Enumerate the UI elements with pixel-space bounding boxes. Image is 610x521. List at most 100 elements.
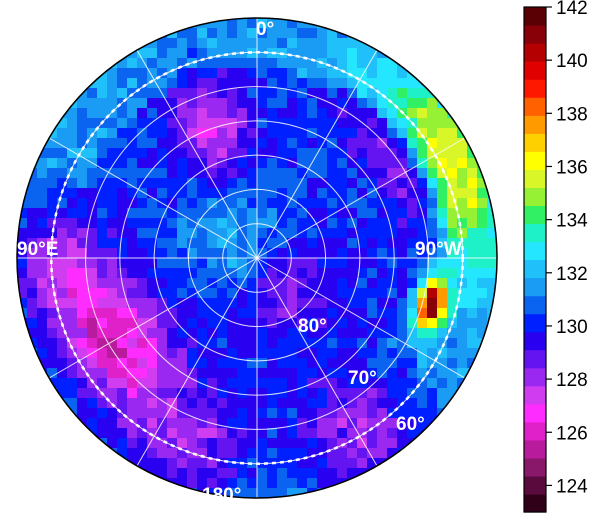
heatmap-cell bbox=[157, 128, 168, 139]
heatmap-cell bbox=[297, 278, 308, 289]
heatmap-cell bbox=[297, 438, 308, 449]
heatmap-cell bbox=[397, 338, 408, 349]
heatmap-cell bbox=[197, 318, 208, 329]
heatmap-cell bbox=[207, 218, 218, 229]
heatmap-cell bbox=[227, 408, 238, 419]
heatmap-cell bbox=[297, 38, 308, 49]
heatmap-cell bbox=[67, 398, 78, 409]
heatmap-cell bbox=[227, 108, 238, 119]
heatmap-cell bbox=[417, 378, 428, 389]
heatmap-cell bbox=[177, 488, 188, 498]
heatmap-cell bbox=[167, 368, 178, 379]
heatmap-cell bbox=[177, 148, 188, 159]
heatmap-cell bbox=[157, 468, 168, 479]
heatmap-cell bbox=[337, 448, 348, 459]
heatmap-cell bbox=[177, 448, 188, 459]
heatmap-cell bbox=[167, 158, 178, 169]
heatmap-cell bbox=[187, 368, 198, 379]
heatmap-cell bbox=[177, 68, 188, 79]
heatmap-cell bbox=[157, 338, 168, 349]
heatmap-cell bbox=[397, 368, 408, 379]
heatmap-cell bbox=[207, 98, 218, 109]
heatmap-cell bbox=[237, 288, 248, 299]
heatmap-cell bbox=[417, 328, 428, 339]
heatmap-cell bbox=[327, 28, 338, 39]
heatmap-cell bbox=[217, 48, 228, 59]
heatmap-cell bbox=[187, 288, 198, 299]
heatmap-cell bbox=[157, 418, 168, 429]
heatmap-cell bbox=[57, 358, 68, 369]
heatmap-cell bbox=[357, 318, 368, 329]
heatmap-cell bbox=[187, 438, 198, 449]
heatmap-cell bbox=[237, 298, 248, 309]
heatmap-cell bbox=[127, 218, 138, 229]
heatmap-cell bbox=[257, 398, 268, 409]
heatmap-cell bbox=[427, 138, 438, 149]
heatmap-cell bbox=[157, 108, 168, 119]
heatmap-cell bbox=[417, 98, 428, 109]
heatmap-cell bbox=[297, 348, 308, 359]
heatmap-cell bbox=[197, 478, 208, 489]
heatmap-cell bbox=[147, 478, 158, 489]
heatmap-cell bbox=[377, 98, 388, 109]
heatmap-cell bbox=[87, 358, 98, 369]
heatmap-cell bbox=[207, 478, 218, 489]
heatmap-cell bbox=[347, 328, 358, 339]
heatmap-cell bbox=[87, 178, 98, 189]
heatmap-cell bbox=[287, 278, 298, 289]
heatmap-cell bbox=[97, 418, 108, 429]
heatmap-cell bbox=[317, 478, 328, 489]
heatmap-cell bbox=[287, 18, 298, 29]
heatmap-cell bbox=[217, 68, 228, 79]
heatmap-cell bbox=[267, 308, 278, 319]
heatmap-cell bbox=[327, 398, 338, 409]
heatmap-cell bbox=[447, 378, 458, 389]
heatmap-cell bbox=[347, 358, 358, 369]
heatmap-cell bbox=[287, 148, 298, 159]
heatmap-cell bbox=[347, 468, 358, 479]
heatmap-cell bbox=[97, 108, 108, 119]
heatmap-cell bbox=[297, 48, 308, 59]
heatmap-cell bbox=[97, 348, 108, 359]
heatmap-cell bbox=[357, 428, 368, 439]
heatmap-cell bbox=[287, 328, 298, 339]
heatmap-cell bbox=[167, 208, 178, 219]
heatmap-cell bbox=[307, 218, 318, 229]
heatmap-cell bbox=[237, 328, 248, 339]
heatmap-cell bbox=[197, 328, 208, 339]
heatmap-cell bbox=[277, 398, 288, 409]
heatmap-cell bbox=[107, 268, 118, 279]
heatmap-cell bbox=[357, 238, 368, 249]
heatmap-cell bbox=[407, 218, 418, 229]
heatmap-cell bbox=[207, 468, 218, 479]
heatmap-cell bbox=[47, 338, 58, 349]
heatmap-cell bbox=[297, 118, 308, 129]
heatmap-cell bbox=[277, 158, 288, 169]
heatmap-cell bbox=[247, 308, 258, 319]
heatmap-cell bbox=[217, 58, 228, 69]
heatmap-cell bbox=[37, 308, 48, 319]
heatmap-cell bbox=[277, 198, 288, 209]
heatmap-cell bbox=[157, 318, 168, 329]
heatmap-cell bbox=[157, 358, 168, 369]
heatmap-cell bbox=[367, 48, 378, 59]
heatmap-cell bbox=[297, 458, 308, 469]
heatmap-cell bbox=[297, 88, 308, 99]
heatmap-cell bbox=[427, 388, 438, 399]
heatmap-cell bbox=[157, 458, 168, 469]
heatmap-cell bbox=[177, 348, 188, 359]
heatmap-cell bbox=[387, 338, 398, 349]
heatmap-cell bbox=[417, 198, 428, 209]
heatmap-cell bbox=[267, 58, 278, 69]
heatmap-cell bbox=[107, 198, 118, 209]
heatmap-cell bbox=[67, 158, 78, 169]
heatmap-cell bbox=[237, 388, 248, 399]
heatmap-cell bbox=[147, 38, 158, 49]
heatmap-cell bbox=[27, 248, 38, 259]
heatmap-cell bbox=[377, 118, 388, 129]
colorbar-swatch bbox=[524, 421, 546, 441]
heatmap-cell bbox=[257, 438, 268, 449]
heatmap-cell bbox=[167, 348, 178, 359]
heatmap-cell bbox=[197, 448, 208, 459]
colorbar-swatch bbox=[524, 97, 546, 116]
